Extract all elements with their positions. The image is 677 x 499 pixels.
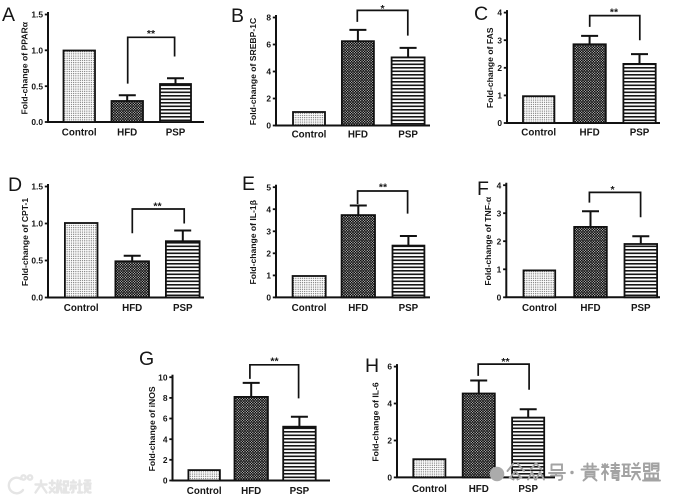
svg-text:3: 3 xyxy=(497,35,502,45)
svg-text:PSP: PSP xyxy=(518,484,538,495)
svg-text:A: A xyxy=(2,4,15,26)
svg-text:4: 4 xyxy=(497,180,502,190)
svg-text:5: 5 xyxy=(266,182,271,192)
svg-text:6: 6 xyxy=(163,414,168,424)
svg-text:4: 4 xyxy=(497,8,502,18)
svg-text:PSP: PSP xyxy=(398,130,418,141)
svg-text:1: 1 xyxy=(497,91,502,101)
svg-text:2: 2 xyxy=(266,94,271,104)
svg-text:0: 0 xyxy=(387,473,392,483)
svg-text:PSP: PSP xyxy=(399,303,419,314)
svg-text:0.0: 0.0 xyxy=(31,293,43,303)
svg-text:0: 0 xyxy=(497,292,502,302)
svg-text:PSP: PSP xyxy=(631,303,651,314)
svg-text:4: 4 xyxy=(387,399,392,409)
svg-text:Fold-change of SREBP-1C: Fold-change of SREBP-1C xyxy=(248,18,258,125)
svg-text:**: ** xyxy=(153,201,162,213)
svg-text:Fold-change of IL-6: Fold-change of IL-6 xyxy=(371,382,381,461)
svg-text:HFD: HFD xyxy=(580,128,600,139)
svg-text:1.0: 1.0 xyxy=(31,45,43,55)
svg-text:1: 1 xyxy=(497,264,502,274)
svg-text:**: ** xyxy=(270,355,279,367)
svg-text:8: 8 xyxy=(266,13,271,23)
svg-text:0: 0 xyxy=(266,293,271,303)
svg-text:C: C xyxy=(474,3,488,25)
svg-text:Fold-change of PPARα: Fold-change of PPARα xyxy=(20,21,30,114)
svg-text:Fold-change of IL-1β: Fold-change of IL-1β xyxy=(248,200,258,284)
svg-text:*: * xyxy=(380,3,385,15)
svg-text:Control: Control xyxy=(64,303,99,314)
svg-text:2: 2 xyxy=(387,436,392,446)
svg-text:Fold-change of TNF-α: Fold-change of TNF-α xyxy=(483,196,493,286)
svg-text:0.0: 0.0 xyxy=(31,117,43,127)
svg-text:F: F xyxy=(477,178,489,200)
svg-text:**: ** xyxy=(379,182,388,194)
svg-text:**: ** xyxy=(147,28,156,40)
svg-text:6: 6 xyxy=(266,40,271,50)
svg-text:B: B xyxy=(231,5,244,27)
svg-text:10: 10 xyxy=(158,372,168,382)
svg-text:Control: Control xyxy=(292,130,327,141)
svg-text:D: D xyxy=(8,174,22,196)
svg-text:0: 0 xyxy=(497,118,502,128)
svg-text:PSP: PSP xyxy=(166,128,186,139)
svg-text:**: ** xyxy=(610,7,619,19)
svg-text:G: G xyxy=(139,348,154,370)
svg-text:2: 2 xyxy=(163,455,168,465)
svg-text:2: 2 xyxy=(497,236,502,246)
svg-text:1.5: 1.5 xyxy=(31,182,43,192)
svg-text:4: 4 xyxy=(266,67,271,77)
svg-text:8: 8 xyxy=(163,393,168,403)
svg-text:HFD: HFD xyxy=(348,130,368,141)
svg-text:HFD: HFD xyxy=(117,128,137,139)
svg-text:*: * xyxy=(610,184,615,196)
svg-text:1: 1 xyxy=(266,271,271,281)
svg-text:Fold-change of FAS: Fold-change of FAS xyxy=(485,27,495,108)
svg-text:1.0: 1.0 xyxy=(31,219,43,229)
svg-text:Control: Control xyxy=(521,128,556,139)
svg-text:Control: Control xyxy=(62,128,97,139)
svg-text:0.5: 0.5 xyxy=(31,256,43,266)
svg-text:3: 3 xyxy=(266,226,271,236)
svg-text:PSP: PSP xyxy=(290,486,310,497)
svg-text:HFD: HFD xyxy=(580,303,600,314)
svg-text:0: 0 xyxy=(163,476,168,486)
svg-text:HFD: HFD xyxy=(241,486,261,497)
svg-text:Fold-change of CPT-1: Fold-change of CPT-1 xyxy=(20,198,30,287)
svg-text:PSP: PSP xyxy=(630,128,650,139)
svg-text:Fold-change of iNOS: Fold-change of iNOS xyxy=(147,386,157,471)
svg-text:0.5: 0.5 xyxy=(31,81,43,91)
svg-text:0: 0 xyxy=(266,121,271,131)
svg-text:PSP: PSP xyxy=(173,303,193,314)
svg-text:Control: Control xyxy=(522,303,557,314)
svg-text:Control: Control xyxy=(412,484,447,495)
svg-text:HFD: HFD xyxy=(469,484,489,495)
svg-text:HFD: HFD xyxy=(122,303,142,314)
svg-text:E: E xyxy=(242,173,255,195)
svg-text:3: 3 xyxy=(497,208,502,218)
svg-text:Control: Control xyxy=(292,303,327,314)
svg-text:HFD: HFD xyxy=(348,303,368,314)
svg-text:Control: Control xyxy=(187,486,222,497)
svg-text:2: 2 xyxy=(497,63,502,73)
svg-text:4: 4 xyxy=(163,434,168,444)
svg-text:1.5: 1.5 xyxy=(31,10,43,20)
svg-text:H: H xyxy=(365,355,379,377)
svg-text:6: 6 xyxy=(387,362,392,372)
svg-text:2: 2 xyxy=(266,248,271,258)
svg-text:**: ** xyxy=(501,356,510,368)
svg-text:4: 4 xyxy=(266,204,271,214)
